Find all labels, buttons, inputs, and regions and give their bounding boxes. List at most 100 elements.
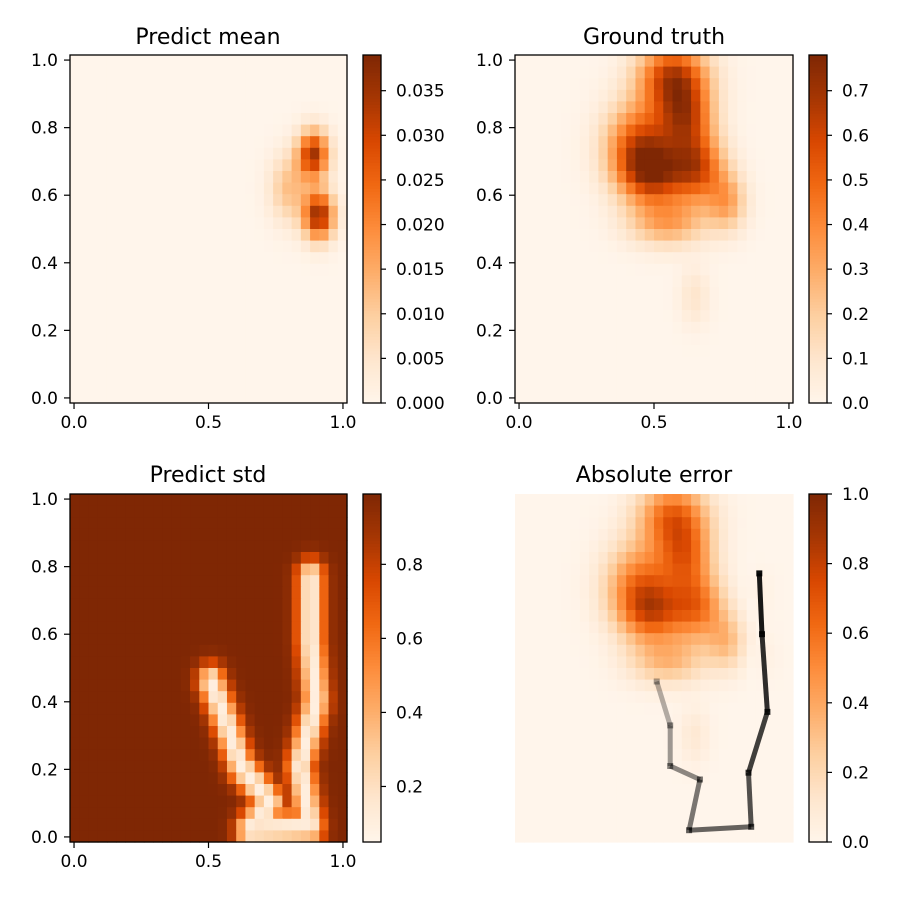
absolute-error-cell <box>654 528 664 541</box>
absolute-error-cell <box>691 552 701 565</box>
predict-std-colorbar-segment <box>363 578 381 582</box>
predict-std-colorbar-segment <box>363 595 381 599</box>
predict-std-cell <box>97 644 108 657</box>
predict-std-cell <box>125 656 136 669</box>
ground-truth-cell <box>737 89 748 102</box>
absolute-error-cell <box>616 528 627 541</box>
absolute-error-cell <box>700 552 711 565</box>
ground-truth-cell <box>570 263 581 276</box>
ground-truth-cell <box>700 229 711 242</box>
absolute-error-cell <box>626 737 637 750</box>
ground-truth-cell <box>654 171 664 184</box>
absolute-error-cell <box>755 517 766 530</box>
absolute-error-colorbar-segment <box>809 604 827 608</box>
predict-std-cell <box>337 807 348 820</box>
predict-std-cell <box>97 691 108 704</box>
predict-std-cell <box>254 563 265 576</box>
absolute-error-cell <box>774 517 785 530</box>
predict-mean-cell <box>134 356 145 369</box>
ground-truth-cell <box>691 356 701 369</box>
absolute-error-cell <box>626 610 637 623</box>
ground-truth-cell <box>570 275 581 288</box>
predict-mean-cell <box>310 333 320 346</box>
ground-truth-cell <box>728 182 738 195</box>
predict-std-cell <box>263 656 274 669</box>
ground-truth-colorbar-segment <box>809 118 827 123</box>
predict-mean-colorbar-segment <box>363 353 381 358</box>
ground-truth-cell <box>552 194 562 207</box>
predict-std-cell <box>125 668 136 681</box>
predict-std-cell <box>153 644 163 657</box>
absolute-error-cell <box>774 633 785 646</box>
predict-mean-colorbar-segment <box>363 324 381 329</box>
absolute-error-cell <box>635 552 646 565</box>
predict-std-cell <box>97 656 108 669</box>
ground-truth-cell <box>700 182 711 195</box>
predict-std-cell <box>254 679 265 692</box>
ground-truth-cell <box>718 66 729 79</box>
ground-truth-cell <box>552 391 562 404</box>
predict-mean-cell <box>180 321 191 334</box>
predict-std-colorbar-segment <box>363 795 381 800</box>
predict-std-cell <box>263 494 274 507</box>
predict-mean-cell <box>190 171 200 184</box>
ground-truth-cell <box>737 101 748 114</box>
predict-mean-cell <box>208 89 219 102</box>
absolute-error-cell <box>579 633 590 646</box>
predict-mean-cell <box>116 182 126 195</box>
predict-mean-colorbar-segment <box>363 266 381 271</box>
ground-truth-colorbar-segment <box>809 252 827 256</box>
ground-truth-cell <box>598 194 609 207</box>
predict-mean-cell <box>245 252 256 265</box>
absolute-error-cell <box>570 528 581 541</box>
ground-truth-cell <box>765 333 776 346</box>
predict-std-cell <box>199 760 210 773</box>
predict-mean-cell <box>263 310 274 323</box>
absolute-error-cell <box>552 633 562 646</box>
predict-mean-cell <box>143 356 154 369</box>
ground-truth-cell <box>654 182 664 195</box>
ground-truth-cell <box>746 275 757 288</box>
absolute-error-cell <box>607 726 618 739</box>
predict-std-colorbar-segment <box>363 598 381 602</box>
ground-truth-cell <box>635 298 646 311</box>
absolute-error-cell <box>718 621 729 634</box>
absolute-error-cell <box>737 714 748 727</box>
predict-std-cell <box>300 505 311 518</box>
absolute-error-cell <box>635 656 646 669</box>
ground-truth-cell <box>626 78 637 91</box>
predict-mean-cell <box>79 368 90 381</box>
ground-truth-cell <box>644 310 655 323</box>
absolute-error-cell <box>765 644 776 657</box>
predict-std-cell <box>217 528 228 541</box>
predict-mean-cell <box>199 252 210 265</box>
predict-std-colorbar-segment <box>363 682 381 686</box>
predict-mean-cell <box>190 263 200 276</box>
predict-mean-cell <box>125 368 136 381</box>
absolute-error-cell <box>783 830 794 843</box>
predict-mean-cell <box>180 229 191 242</box>
predict-std-cell <box>153 760 163 773</box>
ground-truth-cell <box>561 275 572 288</box>
absolute-error-cell <box>542 760 553 773</box>
ground-truth-cell <box>644 356 655 369</box>
ground-truth-cell <box>728 321 738 334</box>
predict-std-cell <box>300 563 311 576</box>
predict-mean-cell <box>134 147 145 160</box>
absolute-error-cell <box>681 818 692 831</box>
absolute-error-cell <box>709 737 720 750</box>
predict-std-cell <box>162 586 173 599</box>
predict-std-cell <box>337 760 348 773</box>
ground-truth-cell <box>746 368 757 381</box>
predict-mean-cell <box>116 345 126 358</box>
ground-truth-cell <box>589 136 599 149</box>
predict-std-cell <box>217 760 228 773</box>
ground-truth-cell <box>579 310 590 323</box>
ground-truth-cell <box>598 275 609 288</box>
ground-truth-cell <box>746 66 757 79</box>
absolute-error-cell <box>626 830 637 843</box>
ground-truth-cell <box>765 124 776 137</box>
absolute-error-cell <box>635 563 646 576</box>
predict-std-cell <box>190 784 200 797</box>
predict-mean-cell <box>273 356 283 369</box>
